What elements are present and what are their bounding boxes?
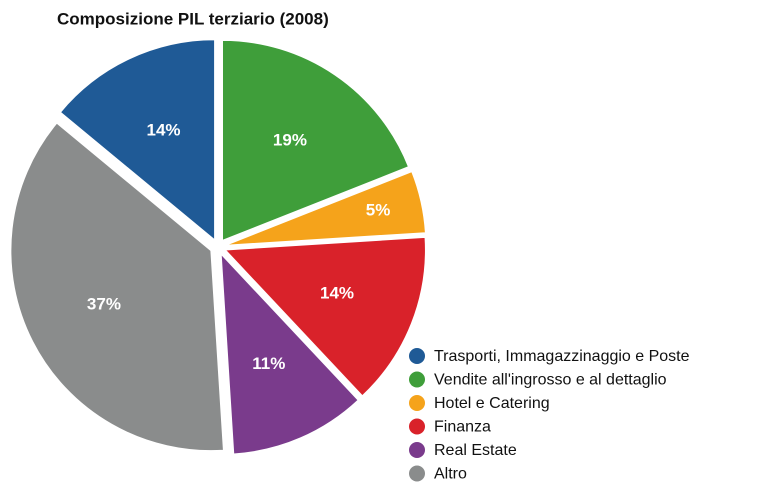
pie-slice — [10, 122, 224, 452]
value-label: 11% — [252, 354, 285, 373]
legend-label: Trasporti, Immagazzinaggio e Poste — [434, 348, 690, 365]
chart-title: Composizione PIL terziario (2008) — [57, 9, 329, 28]
legend-label: Hotel e Catering — [434, 395, 550, 412]
pie-slice — [221, 39, 410, 242]
legend-label: Finanza — [434, 419, 491, 436]
value-label: 5% — [366, 201, 391, 220]
value-label: 14% — [146, 121, 180, 140]
pie-slice — [224, 236, 426, 397]
value-label: 19% — [273, 131, 307, 150]
legend-label: Vendite all'ingrosso e al dettaglio — [434, 372, 667, 389]
pie-slice — [225, 170, 426, 246]
legend-swatch — [409, 418, 425, 435]
legend-swatch — [409, 371, 425, 388]
legend-swatch — [409, 395, 425, 411]
legend-swatch — [409, 442, 425, 458]
pie-slice — [59, 39, 216, 241]
legend-label: Real Estate — [434, 442, 517, 459]
value-label: 14% — [320, 284, 354, 303]
legend-swatch — [409, 348, 425, 364]
legend-swatch — [409, 465, 425, 482]
pie-slice — [220, 252, 359, 455]
legend-label: Altro — [434, 466, 467, 482]
value-label: 37% — [87, 295, 121, 314]
